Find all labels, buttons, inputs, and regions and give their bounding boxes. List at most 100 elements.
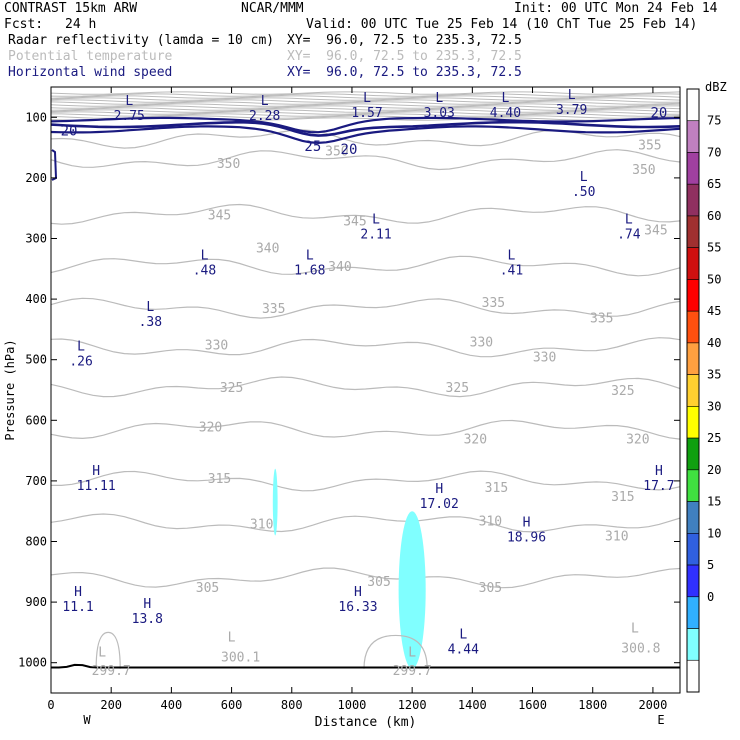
colorbar-unit: dBZ xyxy=(705,80,727,94)
x-tick-label: 2000 xyxy=(638,698,667,712)
colorbar-level-label: 55 xyxy=(707,241,721,255)
theta-label: 345 xyxy=(343,214,366,229)
theta-label: 325 xyxy=(446,381,469,396)
theta-label: 320 xyxy=(626,432,649,447)
colorbar-swatch xyxy=(686,437,700,471)
theta-contour xyxy=(51,376,680,398)
reflectivity-cell xyxy=(398,511,426,669)
x-tick-label: 1800 xyxy=(578,698,607,712)
field-name-reflectivity: Radar reflectivity (lamda = 10 cm) xyxy=(8,33,275,48)
fcst-label: Fcst: xyxy=(4,17,44,32)
x-axis-label: Distance (km) xyxy=(315,715,417,730)
colorbar-level-label: 15 xyxy=(707,495,721,509)
theta-contour xyxy=(51,470,680,492)
theta-label: 299.7 xyxy=(393,664,432,679)
x-tick-label: 0 xyxy=(47,698,54,712)
theta-contour-upper xyxy=(51,111,680,115)
theta-label: 300.8 xyxy=(621,642,660,657)
extremum-symbol: L xyxy=(568,88,576,103)
colorbar-swatch xyxy=(686,596,700,629)
y-tick-label: 300 xyxy=(25,232,47,246)
theta-contour xyxy=(51,255,680,277)
extremum-symbol: H xyxy=(92,464,100,479)
extremum-value: 13.8 xyxy=(132,612,163,627)
extremum-symbol: L xyxy=(228,630,236,645)
colorbar-level-label: 25 xyxy=(707,431,721,445)
colorbar-level-label: 30 xyxy=(707,399,721,413)
field-xy-theta: XY= 96.0, 72.5 to 235.3, 72.5 xyxy=(287,49,522,64)
colorbar-level-label: 0 xyxy=(707,590,714,604)
extremum-symbol: L xyxy=(146,300,154,315)
field-xy-reflectivity: XY= 96.0, 72.5 to 235.3, 72.5 xyxy=(287,33,522,48)
x-tick-label: 1400 xyxy=(458,698,487,712)
extremum-symbol: L xyxy=(502,91,510,106)
colorbar-level-label: 70 xyxy=(707,145,721,159)
theta-contour xyxy=(51,337,680,358)
x-tick-label: 400 xyxy=(161,698,183,712)
extremum-value: 1.57 xyxy=(351,106,382,121)
theta-label: 330 xyxy=(533,351,556,366)
theta-label: 335 xyxy=(482,296,505,311)
extremum-symbol: L xyxy=(306,249,314,264)
theta-contour-upper xyxy=(51,91,680,95)
extremum-symbol: H xyxy=(435,482,443,497)
extremum-value: .26 xyxy=(69,355,92,370)
extremum-symbol: H xyxy=(523,515,531,530)
theta-label: 325 xyxy=(611,384,634,399)
init-time: Init: 00 UTC Mon 24 Feb 14 xyxy=(514,1,718,16)
theta-contour-upper xyxy=(51,113,680,117)
theta-label: 300.1 xyxy=(221,651,260,666)
colorbar-swatch xyxy=(686,469,700,502)
extremum-symbol: L xyxy=(201,249,209,264)
extremum-value: 2.11 xyxy=(360,227,391,242)
x-tick-label: 1600 xyxy=(518,698,547,712)
theta-label: 330 xyxy=(205,339,228,354)
extremum-value: 18.96 xyxy=(507,530,546,545)
colorbar-level-label: 75 xyxy=(707,114,721,128)
colorbar-level-label: 40 xyxy=(707,336,721,350)
wind-label: 20 xyxy=(651,105,668,121)
extremum-symbol: H xyxy=(74,585,82,600)
extremum-symbol: L xyxy=(125,94,133,109)
colorbar-level-label: 50 xyxy=(707,272,721,286)
theta-contour-upper xyxy=(51,105,680,109)
colorbar-swatch xyxy=(686,501,700,534)
extremum-value: 2.28 xyxy=(249,109,280,124)
theta-contour-upper xyxy=(51,95,680,99)
extremum-symbol: H xyxy=(143,597,151,612)
theta-label: 335 xyxy=(590,311,613,326)
theta-label: 305 xyxy=(479,581,502,596)
x-tick-label: 600 xyxy=(221,698,243,712)
y-tick-label: 1000 xyxy=(18,656,47,670)
wind-label: 20 xyxy=(341,142,358,158)
field-xy-wind: XY= 96.0, 72.5 to 235.3, 72.5 xyxy=(287,65,522,80)
colorbar-swatch xyxy=(686,533,700,566)
theta-contour-upper xyxy=(51,97,680,101)
extremum-value: 2.75 xyxy=(114,109,145,124)
colorbar-level-label: 35 xyxy=(707,368,721,382)
theta-label: 320 xyxy=(199,420,222,435)
theta-contour-surface xyxy=(363,634,428,669)
colorbar-level-label: 10 xyxy=(707,526,721,540)
colorbar-swatch xyxy=(686,310,700,344)
colorbar-swatch xyxy=(686,564,700,598)
theta-label: 315 xyxy=(485,481,508,496)
colorbar-swatch xyxy=(686,152,700,185)
valid-time: Valid: 00 UTC Tue 25 Feb 14 (10 ChT Tue … xyxy=(306,17,698,32)
theta-label: 305 xyxy=(367,575,390,590)
extremum-value: 4.44 xyxy=(448,642,479,657)
theta-label: 340 xyxy=(328,260,351,275)
theta-label: 355 xyxy=(638,139,661,154)
x-tick-label: 1000 xyxy=(338,698,367,712)
extremum-value: 11.1 xyxy=(62,600,93,615)
extremum-symbol: L xyxy=(98,646,106,661)
x-tick-label: 800 xyxy=(281,698,303,712)
theta-label: 310 xyxy=(605,529,628,544)
colorbar-swatch xyxy=(686,279,700,312)
y-tick-label: 400 xyxy=(25,292,47,306)
model-name: CONTRAST 15km ARW xyxy=(4,1,138,16)
colorbar-swatch xyxy=(686,406,700,439)
extremum-symbol: H xyxy=(354,585,362,600)
y-tick-label: 700 xyxy=(25,474,47,488)
